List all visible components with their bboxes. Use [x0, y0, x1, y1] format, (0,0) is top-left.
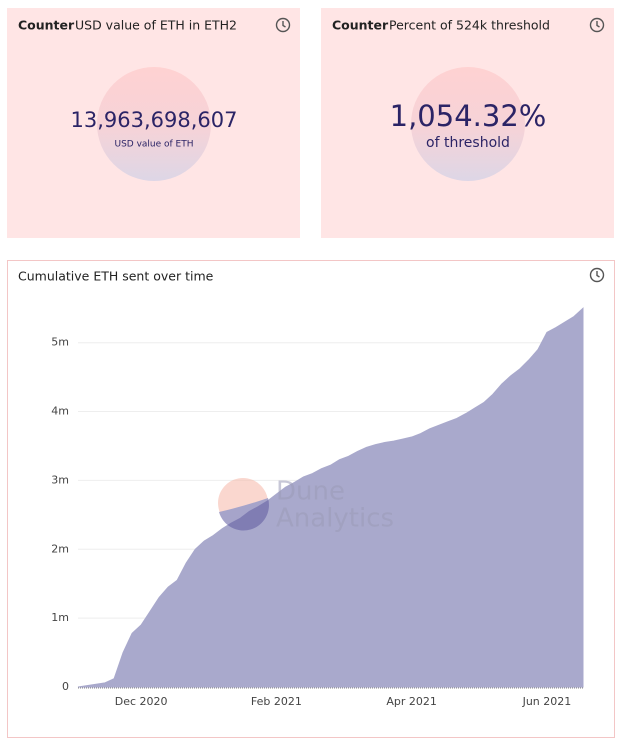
counter-caption: USD value of ETH [114, 140, 193, 150]
x-tick-label: Jun 2021 [522, 695, 572, 708]
x-tick-label: Feb 2021 [251, 695, 302, 708]
watermark-text: Dune [276, 477, 345, 507]
x-tick-label: Dec 2020 [115, 695, 168, 708]
counter-label: Counter [18, 18, 75, 33]
y-tick-label: 5m [51, 336, 69, 349]
clock-icon[interactable] [589, 267, 605, 283]
y-tick-label: 4m [51, 405, 69, 418]
watermark-text: Analytics [276, 504, 394, 534]
y-tick-label: 1m [51, 611, 69, 624]
watermark: Dune Analytics [218, 477, 394, 534]
counter-circle [97, 67, 211, 181]
watermark-logo [219, 498, 269, 531]
counter-value: 1,054.32% [390, 99, 547, 133]
clock-icon[interactable] [589, 17, 605, 33]
y-tick-label: 0 [62, 680, 69, 693]
counter-circle [411, 67, 525, 181]
chart-title: Cumulative ETH sent over time [18, 269, 214, 284]
counter-value: 13,963,698,607 [71, 108, 238, 132]
counter-title: Percent of 524k threshold [389, 18, 550, 33]
clock-icon[interactable] [275, 17, 291, 33]
x-tick-label: Apr 2021 [386, 695, 437, 708]
y-tick-label: 2m [51, 542, 69, 555]
counter-caption: of threshold [426, 135, 510, 151]
counter-title: USD value of ETH in ETH2 [75, 18, 237, 33]
plot: 0 1m 2m 3m 4m 5m Dec 2020 Feb 2021 Apr 2021 Jun 2… [51, 307, 584, 708]
counter-label: Counter [332, 18, 389, 33]
y-tick-label: 3m [51, 473, 69, 486]
area [77, 307, 584, 688]
